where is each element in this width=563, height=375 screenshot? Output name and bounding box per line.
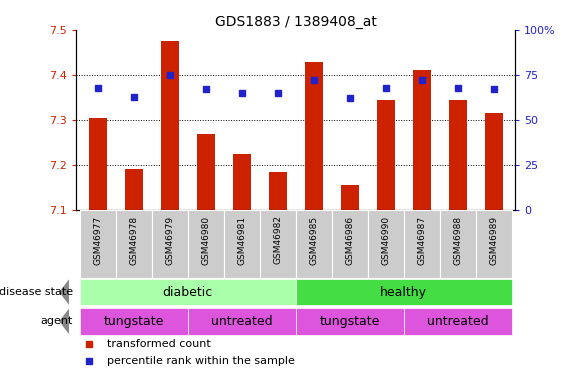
Bar [88,118,106,210]
Bar [296,279,512,305]
Text: tungstate: tungstate [104,315,164,328]
Text: GSM46980: GSM46980 [201,215,210,264]
Bar [296,210,332,278]
Bar [485,113,503,210]
Bar [341,185,359,210]
Text: GSM46987: GSM46987 [417,215,426,264]
Text: GSM46989: GSM46989 [489,215,498,264]
Text: untreated: untreated [211,315,272,328]
Text: GSM46985: GSM46985 [309,215,318,264]
Bar [79,279,296,305]
Bar [368,210,404,278]
Bar [413,70,431,210]
Title: GDS1883 / 1389408_at: GDS1883 / 1389408_at [215,15,377,29]
Text: GSM46978: GSM46978 [129,215,138,264]
Bar [160,41,178,210]
Text: GSM46990: GSM46990 [381,215,390,264]
Text: transformed count: transformed count [107,339,211,350]
Text: agent: agent [41,316,73,326]
Text: GSM46979: GSM46979 [165,215,174,264]
Text: tungstate: tungstate [319,315,380,328]
Text: GSM46982: GSM46982 [273,215,282,264]
Polygon shape [59,279,69,305]
Text: disease state: disease state [0,287,73,297]
Bar [377,100,395,210]
Bar [79,308,187,334]
Bar [404,210,440,278]
Bar [332,210,368,278]
Text: percentile rank within the sample: percentile rank within the sample [107,356,294,366]
Bar [404,308,512,334]
Bar [449,100,467,210]
Text: GSM46981: GSM46981 [237,215,246,264]
Bar [305,62,323,210]
Bar [151,210,187,278]
Text: diabetic: diabetic [163,286,213,298]
Polygon shape [59,309,69,334]
Bar [115,210,151,278]
Bar [187,308,296,334]
Bar [260,210,296,278]
Bar [196,134,215,210]
Bar [79,210,115,278]
Text: GSM46988: GSM46988 [453,215,462,264]
Bar [269,172,287,210]
Text: untreated: untreated [427,315,488,328]
Text: GSM46986: GSM46986 [345,215,354,264]
Bar [187,210,224,278]
Bar [476,210,512,278]
Bar [224,210,260,278]
Bar [233,154,251,210]
Bar [296,308,404,334]
Text: healthy: healthy [380,286,427,298]
Bar [440,210,476,278]
Bar [124,170,142,210]
Text: GSM46977: GSM46977 [93,215,102,264]
